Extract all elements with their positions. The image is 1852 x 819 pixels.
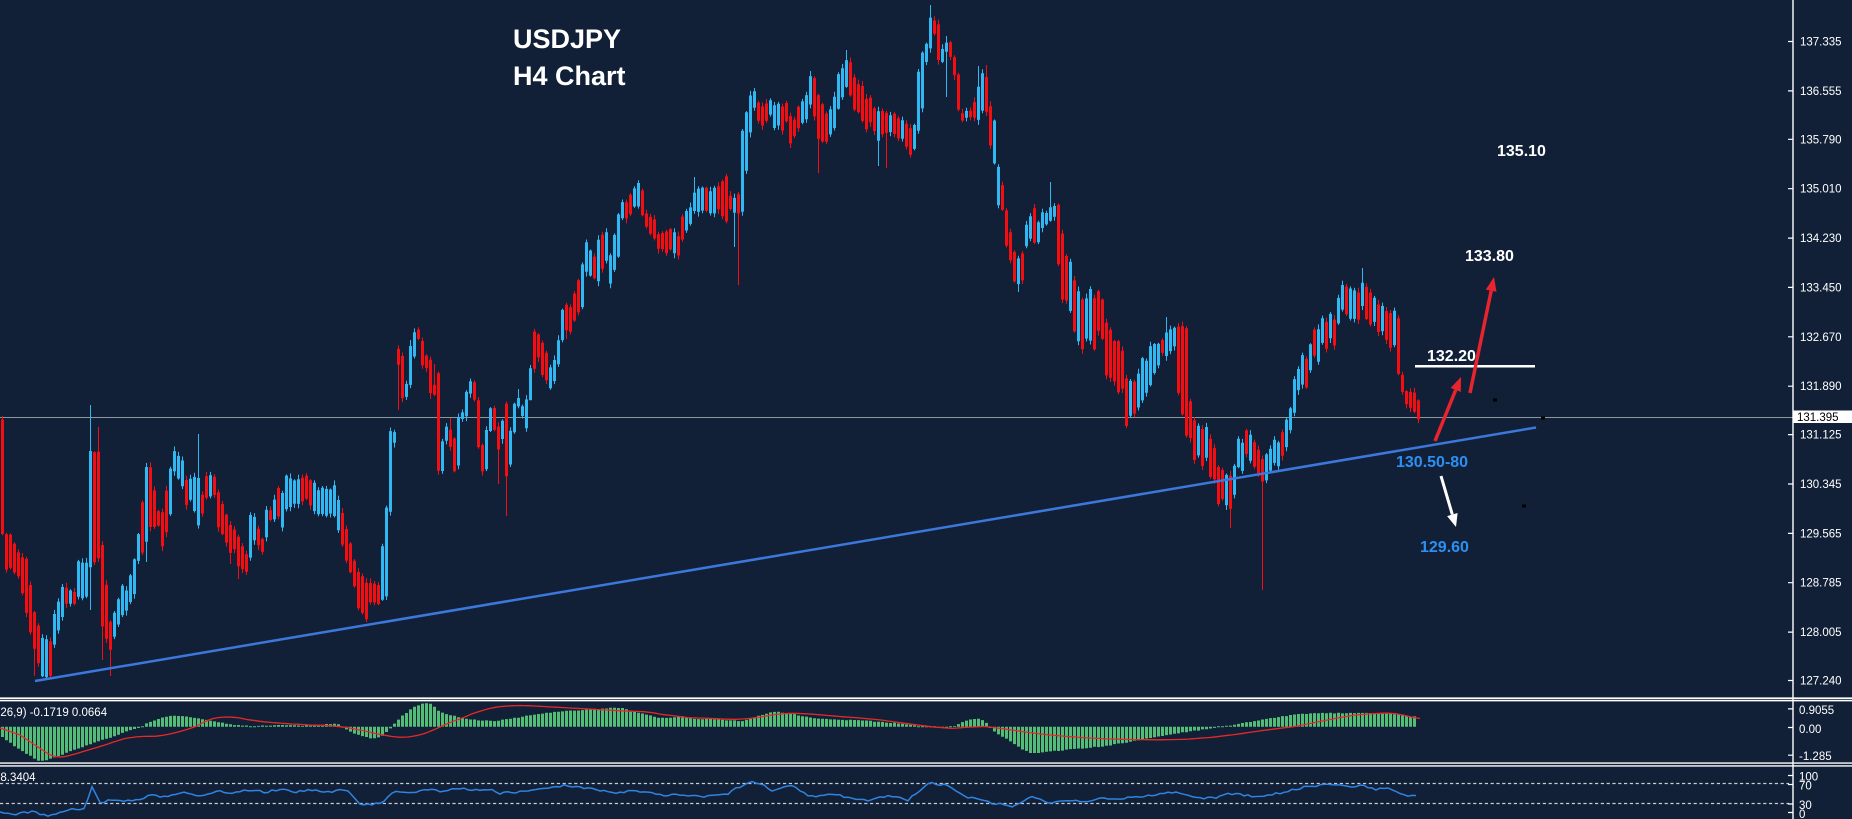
svg-text:128.785: 128.785 — [1800, 578, 1842, 590]
svg-text:0.00: 0.00 — [1799, 724, 1821, 736]
svg-text:131.890: 131.890 — [1800, 381, 1842, 393]
svg-text:131.125: 131.125 — [1800, 430, 1842, 442]
svg-text:129.60: 129.60 — [1420, 539, 1469, 556]
svg-text:128.005: 128.005 — [1800, 627, 1842, 639]
svg-text:136.555: 136.555 — [1800, 86, 1842, 98]
svg-text:132.20: 132.20 — [1427, 348, 1476, 365]
svg-text:100: 100 — [1799, 771, 1818, 783]
svg-text:(12,26,9) -0.1719 0.0664: (12,26,9) -0.1719 0.0664 — [0, 707, 108, 719]
svg-text:130.345: 130.345 — [1800, 479, 1842, 491]
svg-text:131.395: 131.395 — [1797, 412, 1839, 424]
svg-text:135.790: 135.790 — [1800, 134, 1842, 146]
svg-text:135.010: 135.010 — [1800, 184, 1842, 196]
svg-text:127.240: 127.240 — [1800, 676, 1842, 688]
svg-text:70: 70 — [1799, 780, 1812, 792]
svg-text:132.670: 132.670 — [1800, 332, 1842, 344]
svg-text:30: 30 — [1799, 800, 1812, 812]
svg-text:133.450: 133.450 — [1800, 282, 1842, 294]
svg-text:135.10: 135.10 — [1497, 143, 1546, 160]
svg-text:137.335: 137.335 — [1800, 37, 1842, 49]
svg-text:134.230: 134.230 — [1800, 233, 1842, 245]
svg-text:129.565: 129.565 — [1800, 528, 1842, 540]
svg-text:0: 0 — [1799, 809, 1805, 819]
svg-text:58.3404: 58.3404 — [0, 772, 36, 784]
svg-text:-1.285: -1.285 — [1799, 751, 1832, 763]
svg-text:H4 Chart: H4 Chart — [513, 61, 626, 91]
svg-text:0.9055: 0.9055 — [1799, 705, 1834, 717]
svg-text:USDJPY: USDJPY — [513, 24, 621, 54]
svg-text:133.80: 133.80 — [1465, 248, 1514, 265]
svg-text:130.50-80: 130.50-80 — [1396, 454, 1468, 471]
